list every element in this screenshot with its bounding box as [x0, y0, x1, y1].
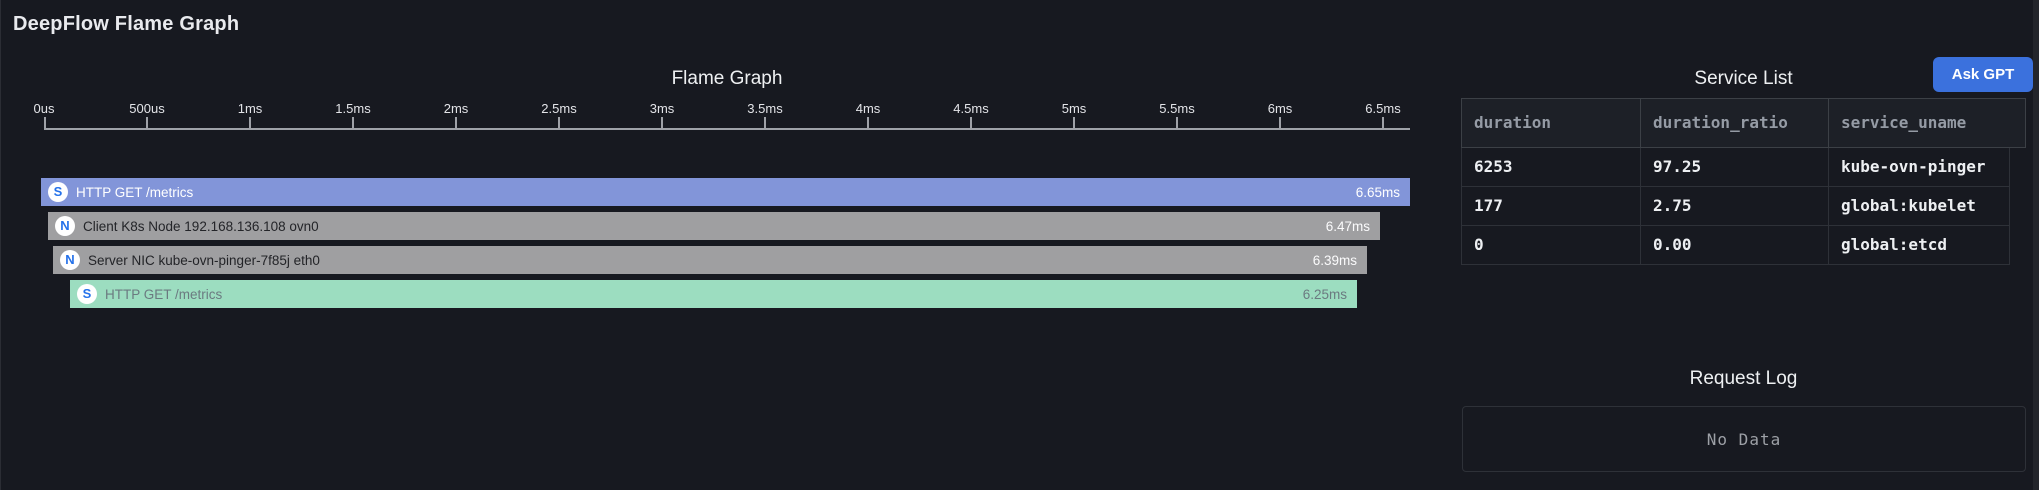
cell-duration-ratio: 0.00	[1640, 226, 1828, 264]
axis-tick-label: 5.5ms	[1159, 101, 1195, 116]
table-row[interactable]: 6253 97.25 kube-ovn-pinger	[1462, 148, 2009, 187]
service-table-header: duration duration_ratio service_uname	[1461, 98, 2026, 148]
request-log-title: Request Log	[1689, 368, 1798, 389]
axis-tick-label: 2.5ms	[541, 101, 577, 116]
network-span-icon: N	[55, 216, 75, 236]
service-span-icon: S	[48, 182, 68, 202]
cell-service-uname: global:etcd	[1828, 226, 2009, 264]
flame-graph-title: Flame Graph	[671, 68, 783, 89]
cell-duration-ratio: 97.25	[1640, 148, 1828, 186]
column-header-service-uname: service_uname	[1828, 99, 2025, 147]
axis-tick-label: 6ms	[1267, 101, 1293, 116]
service-list-title: Service List	[1694, 68, 1793, 89]
axis-tick-label: 4ms	[855, 101, 881, 116]
column-header-duration-ratio: duration_ratio	[1640, 99, 1828, 147]
axis-tick-label: 1ms	[237, 101, 263, 116]
time-axis-ruler	[44, 117, 1410, 130]
flame-span-duration: 6.39ms	[1312, 252, 1357, 268]
axis-tick-label: 2ms	[443, 101, 469, 116]
axis-tick-label: 3.5ms	[747, 101, 783, 116]
cell-duration: 0	[1474, 235, 1484, 254]
cell-duration-ratio: 2.75	[1640, 187, 1828, 225]
axis-tick-label: 0us	[33, 101, 55, 116]
ask-gpt-button[interactable]: Ask GPT	[1933, 57, 2033, 92]
axis-tick-label: 5ms	[1061, 101, 1087, 116]
flame-span-http-get-server[interactable]: S HTTP GET /metrics 6.25ms	[70, 280, 1357, 308]
axis-tick-label: 3ms	[649, 101, 675, 116]
flame-span-label: Client K8s Node 192.168.136.108 ovn0	[83, 218, 319, 234]
table-row[interactable]: 177 2.75 global:kubelet	[1462, 187, 2009, 226]
column-header-duration: duration	[1474, 113, 1552, 132]
cell-service-uname: global:kubelet	[1828, 187, 2009, 225]
service-table-body: 6253 97.25 kube-ovn-pinger 177 2.75 glob…	[1461, 148, 2010, 265]
flame-span-label: Server NIC kube-ovn-pinger-7f85j eth0	[88, 252, 320, 268]
flame-span-http-get-client[interactable]: S HTTP GET /metrics 6.65ms	[41, 178, 1410, 206]
cell-service-uname: kube-ovn-pinger	[1828, 148, 2009, 186]
no-data-text: No Data	[1706, 429, 1782, 449]
page-title: DeepFlow Flame Graph	[13, 13, 240, 35]
flame-span-client-k8s-node[interactable]: N Client K8s Node 192.168.136.108 ovn0 6…	[48, 212, 1380, 240]
panel-right-gutter	[2033, 0, 2039, 490]
service-span-icon: S	[77, 284, 97, 304]
network-span-icon: N	[60, 250, 80, 270]
axis-tick-label: 4.5ms	[953, 101, 989, 116]
axis-tick-label: 1.5ms	[335, 101, 371, 116]
flame-span-duration: 6.25ms	[1302, 286, 1347, 302]
flame-span-label: HTTP GET /metrics	[76, 184, 194, 200]
flame-span-label: HTTP GET /metrics	[105, 286, 223, 302]
axis-tick-label: 6.5ms	[1365, 101, 1401, 116]
axis-tick-label: 500us	[129, 101, 165, 116]
cell-duration: 6253	[1474, 157, 1513, 176]
cell-duration: 177	[1474, 196, 1503, 215]
panel-left-border	[0, 0, 1, 490]
flame-span-duration: 6.47ms	[1325, 218, 1370, 234]
table-row[interactable]: 0 0.00 global:etcd	[1462, 226, 2009, 265]
flame-span-duration: 6.65ms	[1355, 184, 1400, 200]
flame-span-server-nic[interactable]: N Server NIC kube-ovn-pinger-7f85j eth0 …	[53, 246, 1367, 274]
request-log-empty-box: No Data	[1462, 406, 2026, 472]
